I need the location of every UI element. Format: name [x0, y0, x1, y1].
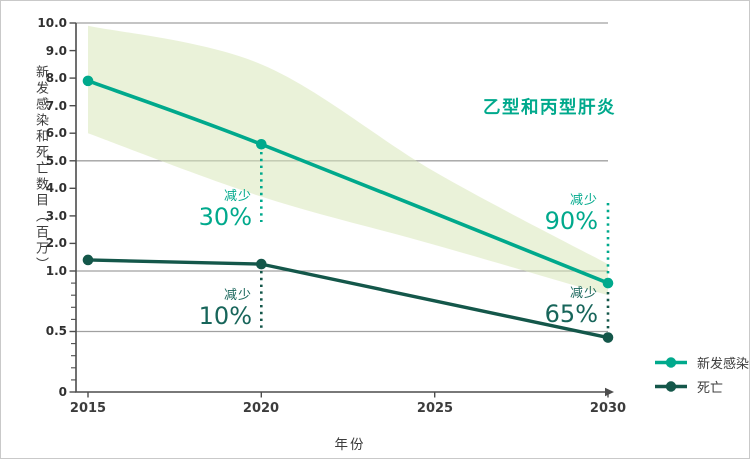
- y-tick-label: 0: [58, 385, 67, 399]
- annotation-infections-2030: 减少 90%: [544, 193, 598, 235]
- y-tick-label: 1.0: [45, 264, 67, 278]
- chart-inline-title: 乙型和丙型肝炎: [483, 98, 616, 118]
- infections-point-2030: [602, 277, 614, 289]
- deaths-point-2015: [82, 254, 94, 266]
- y-minor-ticks: [71, 282, 76, 381]
- annotation-label: 减少: [569, 286, 598, 301]
- infections-points: [82, 75, 614, 289]
- legend-swatch-infections-icon: [655, 357, 687, 368]
- x-ticks: [87, 392, 609, 398]
- legend-item-deaths: 死亡: [654, 376, 749, 397]
- annotation-value: 65%: [544, 300, 598, 328]
- legend: 新发感染 死亡: [654, 352, 749, 397]
- infections-point-2020: [256, 138, 267, 150]
- y-axis-title: 新发感染和死亡数目（百万）: [33, 65, 48, 273]
- infections-point-2015: [82, 75, 94, 87]
- y-tick-label: 2.0: [45, 236, 67, 250]
- y-tick-label: 10.0: [37, 16, 67, 30]
- axes: [69, 22, 614, 398]
- annotation-label: 减少: [223, 189, 252, 204]
- legend-item-infections: 新发感染: [654, 352, 749, 373]
- annotation-value: 90%: [544, 207, 598, 235]
- x-tick-label: 2030: [589, 401, 627, 416]
- y-tick-label: 4.0: [45, 181, 67, 195]
- legend-label: 死亡: [697, 381, 724, 396]
- annotation-label: 减少: [223, 288, 252, 303]
- uncertainty-band: [88, 25, 608, 296]
- x-tick-label: 2020: [242, 401, 280, 416]
- x-axis-arrow-icon: [605, 387, 614, 397]
- y-tick-label: 0.5: [45, 324, 67, 338]
- infections-line: [86, 79, 610, 285]
- y-tick-label: 9.0: [45, 44, 67, 58]
- legend-label: 新发感染: [697, 357, 750, 372]
- y-major-ticks: [69, 22, 76, 393]
- annotation-deaths-2020: 减少 10%: [198, 288, 252, 330]
- y-tick-label: 6.0: [45, 126, 67, 140]
- annotation-value: 30%: [198, 203, 252, 231]
- y-tick-label: 3.0: [45, 209, 67, 223]
- deaths-point-2020: [256, 258, 267, 270]
- legend-swatch-deaths-icon: [655, 381, 687, 392]
- y-tick-label: 5.0: [45, 154, 67, 168]
- y-tick-label: 7.0: [45, 99, 67, 113]
- deaths-points: [82, 254, 614, 343]
- y-tick-label: 8.0: [45, 71, 67, 85]
- x-tick-label: 2025: [416, 401, 454, 416]
- target-guides: [259, 152, 610, 331]
- annotation-value: 10%: [198, 302, 252, 330]
- x-tick-label: 2015: [69, 401, 107, 416]
- annotation-label: 减少: [569, 193, 598, 208]
- deaths-point-2030: [602, 332, 614, 343]
- x-axis-title: 年份: [334, 437, 366, 453]
- annotation-infections-2020: 减少 30%: [198, 189, 252, 231]
- annotation-deaths-2030: 减少 65%: [544, 286, 598, 328]
